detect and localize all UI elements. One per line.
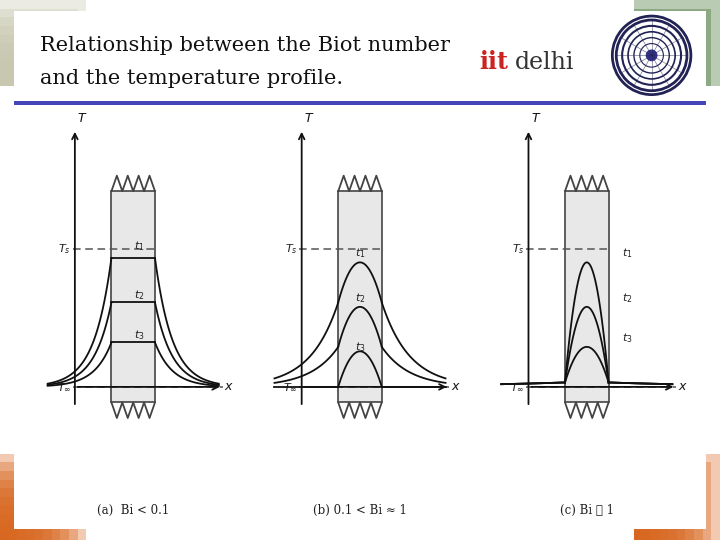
Bar [0,454,86,540]
Bar [0,60,26,86]
Bar [634,497,677,540]
Text: and the temperature profile.: and the temperature profile. [40,69,343,88]
Text: $T_s$: $T_s$ [512,242,525,256]
Text: $t_1$: $t_1$ [134,239,145,253]
Text: $t_2$: $t_2$ [134,288,145,301]
Text: $T_s$: $T_s$ [58,242,71,256]
Bar [0,497,43,540]
Text: delhi: delhi [515,51,574,73]
Bar [0,35,52,86]
Bar [14,101,706,105]
Bar [0,462,78,540]
Text: iit: iit [479,50,508,74]
Bar [634,523,651,540]
Text: (a)  Bi < 0.1: (a) Bi < 0.1 [97,504,169,517]
Bar [634,480,694,540]
Bar [338,191,382,402]
Text: $x$: $x$ [678,380,688,394]
Bar [634,9,711,86]
Bar [0,17,69,86]
Text: (c) Bi ≫ 1: (c) Bi ≫ 1 [560,504,614,517]
Text: $t_3$: $t_3$ [134,328,145,341]
Bar [634,488,685,540]
Bar [634,514,660,540]
Bar [634,505,668,540]
Text: $x$: $x$ [224,380,234,394]
Bar [0,0,86,86]
Text: $T_s$: $T_s$ [285,242,298,256]
Bar [0,480,60,540]
Bar [634,52,668,86]
Bar [0,514,26,540]
Bar [634,471,703,540]
Text: $T_\infty$: $T_\infty$ [57,381,71,393]
Bar [634,35,685,86]
Bar [634,531,642,540]
Circle shape [612,16,691,94]
Bar [0,52,35,86]
Bar [634,17,703,86]
Bar [634,26,694,86]
Bar [634,60,660,86]
Bar [634,43,677,86]
Bar [634,454,720,540]
Bar [0,531,9,540]
Circle shape [646,50,657,61]
Bar [0,523,17,540]
Bar [0,26,60,86]
Text: $T$: $T$ [77,112,88,125]
Text: $t_2$: $t_2$ [355,291,365,305]
Bar [0,505,35,540]
Bar [565,191,608,402]
Text: $t_2$: $t_2$ [622,291,632,305]
Bar [0,9,78,86]
Text: (b) 0.1 < Bi ≈ 1: (b) 0.1 < Bi ≈ 1 [313,504,407,517]
Text: $x$: $x$ [451,380,461,394]
Bar [0,471,69,540]
Bar [634,69,651,86]
Bar [0,43,43,86]
Bar [634,78,642,86]
Text: $T_\infty$: $T_\infty$ [510,381,525,393]
Text: $t_1$: $t_1$ [622,247,633,260]
Bar [0,78,9,86]
Bar [0,69,17,86]
Bar [634,462,711,540]
Bar [112,191,155,402]
Text: $t_3$: $t_3$ [355,340,365,354]
Bar [0,488,52,540]
Text: $t_3$: $t_3$ [622,331,633,345]
Text: $t_1$: $t_1$ [355,247,365,260]
Bar [634,0,720,86]
Text: $T_\infty$: $T_\infty$ [284,381,298,393]
Text: $T$: $T$ [304,112,315,125]
Text: $T$: $T$ [531,112,541,125]
Text: Relationship between the Biot number: Relationship between the Biot number [40,36,449,56]
